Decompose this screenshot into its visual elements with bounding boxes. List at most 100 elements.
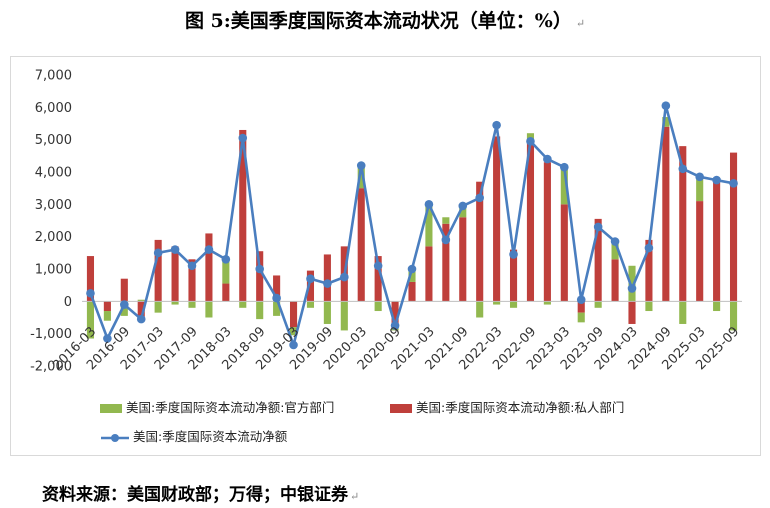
net-point — [153, 248, 163, 258]
net-point — [526, 136, 535, 146]
net-point — [272, 293, 281, 303]
net-point — [120, 300, 129, 309]
net-point — [576, 295, 586, 305]
bar-official — [628, 265, 636, 302]
legend-private-label: 美国:季度国际资本流动净额:私人部门 — [416, 400, 625, 415]
bar-private — [391, 301, 399, 328]
net-point — [678, 164, 688, 174]
bar-official — [594, 301, 602, 308]
y-tick-label: 2,000 — [35, 230, 72, 245]
bar-official — [137, 299, 145, 302]
chart-frame — [10, 56, 761, 456]
y-axis: -2,000 -1,000 0 1,000 2,000 3,000 4,000 5,000 6,… — [30, 69, 72, 375]
bar-private — [289, 301, 298, 328]
net-point — [323, 279, 332, 288]
bar-official — [171, 301, 179, 305]
net-point — [340, 272, 349, 282]
bar-official — [340, 301, 348, 331]
chart-title-text: 图 5:美国季度国际资本流动状况（单位：%） — [184, 10, 572, 32]
bar-official — [103, 311, 111, 321]
bar-official — [188, 301, 196, 308]
bar-private — [543, 162, 551, 302]
bar-private — [222, 283, 230, 302]
bar-private — [526, 142, 535, 302]
bar-private — [171, 246, 179, 302]
net-point — [492, 120, 501, 130]
bar-official — [543, 301, 551, 305]
legend-official: 美国:季度国际资本流动净额:官方部门 — [100, 397, 334, 416]
net-point — [356, 161, 366, 170]
y-tick-label: 6,000 — [35, 101, 72, 116]
bar-official — [476, 301, 484, 318]
net-point — [255, 264, 264, 274]
x-axis-labels: 2016-032016-092017-032017-092018-032018-… — [50, 324, 742, 373]
bar-private — [679, 146, 687, 302]
bar-private — [323, 254, 331, 302]
net-line — [89, 104, 734, 347]
return-mark: ↵ — [350, 490, 360, 503]
bar-private — [729, 152, 738, 302]
bar-private — [442, 223, 450, 302]
bar-private — [239, 129, 247, 302]
bar-private — [86, 256, 95, 302]
net-point — [407, 264, 417, 274]
bar-private — [306, 270, 315, 302]
bar-official — [611, 243, 619, 260]
net-point — [695, 172, 704, 182]
source-text: 资料来源：美国财政部；万得；中银证券 — [42, 485, 348, 505]
legend-net: 美国:季度国际资本流动净额 — [100, 426, 287, 445]
bar-official — [205, 301, 213, 318]
net-point — [458, 201, 468, 211]
bar-official — [425, 204, 433, 247]
source-note: 资料来源：美国财政部；万得；中银证券 ↵ — [42, 480, 359, 505]
net-point — [170, 245, 180, 254]
net-point — [306, 274, 315, 284]
legend-official-swatch — [100, 404, 122, 413]
bar-official — [239, 301, 247, 308]
net-point — [103, 334, 112, 343]
bar-private — [357, 188, 365, 302]
bar-official — [357, 165, 365, 189]
net-point — [86, 288, 95, 298]
bar-private — [594, 218, 602, 302]
net-point — [543, 154, 552, 164]
bar-private — [256, 251, 264, 302]
legend-private: 美国:季度国际资本流动净额:私人部门 — [390, 397, 624, 416]
chart-title: 图 5:美国季度国际资本流动状况（单位：%） ↵ — [0, 6, 770, 33]
bar-private — [120, 278, 128, 302]
y-tick-label: 3,000 — [35, 198, 72, 213]
bar-private — [611, 259, 619, 302]
y-tick-label: -2,000 — [30, 360, 72, 375]
bar-official — [289, 327, 298, 336]
bar-official — [713, 301, 721, 312]
bar-private — [205, 233, 213, 302]
bar-official — [493, 301, 501, 305]
net-point — [187, 261, 197, 271]
bar-official — [679, 301, 687, 324]
net-point — [136, 314, 146, 324]
bar-private — [577, 301, 585, 313]
net-point — [729, 179, 738, 188]
bar-private — [662, 126, 670, 302]
net-point — [221, 254, 231, 264]
bar-private — [713, 180, 721, 302]
net-point — [712, 175, 721, 185]
bar-official — [256, 301, 264, 320]
bar-private — [425, 246, 433, 302]
net-point — [509, 250, 518, 259]
bar-official — [86, 301, 95, 339]
bar-private — [509, 249, 518, 302]
bar-private — [493, 136, 501, 302]
bar-official — [560, 165, 568, 205]
legend-official-label: 美国:季度国际资本流动净额:官方部门 — [126, 400, 335, 415]
bar-official — [323, 301, 331, 324]
net-point — [424, 200, 434, 209]
net-point — [238, 133, 248, 143]
bar-official — [222, 260, 230, 284]
net-point — [627, 284, 637, 293]
legend-net-label: 美国:季度国际资本流动净额 — [133, 429, 288, 444]
y-tick-label: 1,000 — [35, 263, 72, 278]
y-tick-label: -1,000 — [30, 327, 72, 342]
bar-private — [154, 239, 162, 302]
y-tick-label: 4,000 — [35, 166, 72, 181]
